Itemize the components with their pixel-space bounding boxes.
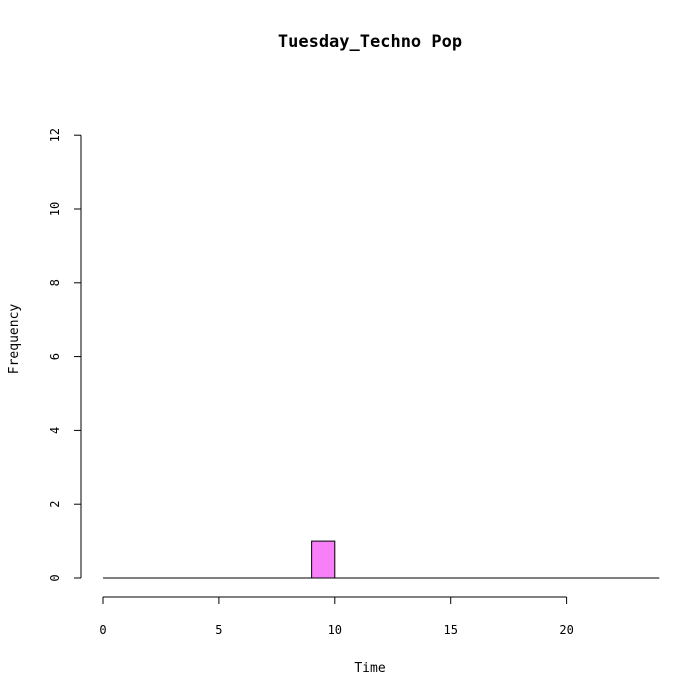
y-tick-label-4: 4: [48, 427, 62, 434]
plot-area: 0 2 4 6 8 10 12 0 5 10 15 20: [48, 128, 660, 637]
chart-title: Tuesday_Techno Pop: [278, 32, 462, 52]
x-axis-label: Time: [354, 661, 385, 676]
y-tick-label-8: 8: [48, 279, 62, 286]
y-tick-label-10: 10: [48, 202, 62, 216]
y-tick-label-6: 6: [48, 353, 62, 360]
x-tick-label-20: 20: [559, 623, 573, 637]
histogram-bar-0: [311, 540, 336, 579]
x-tick-label-15: 15: [443, 623, 457, 637]
x-tick-label-0: 0: [99, 623, 106, 637]
y-tick-label-0: 0: [48, 574, 62, 581]
x-tick-label-5: 5: [215, 623, 222, 637]
y-tick-label-2: 2: [48, 501, 62, 508]
y-tick-label-12: 12: [48, 128, 62, 142]
y-axis-label: Frequency: [7, 304, 22, 375]
x-tick-label-10: 10: [328, 623, 342, 637]
